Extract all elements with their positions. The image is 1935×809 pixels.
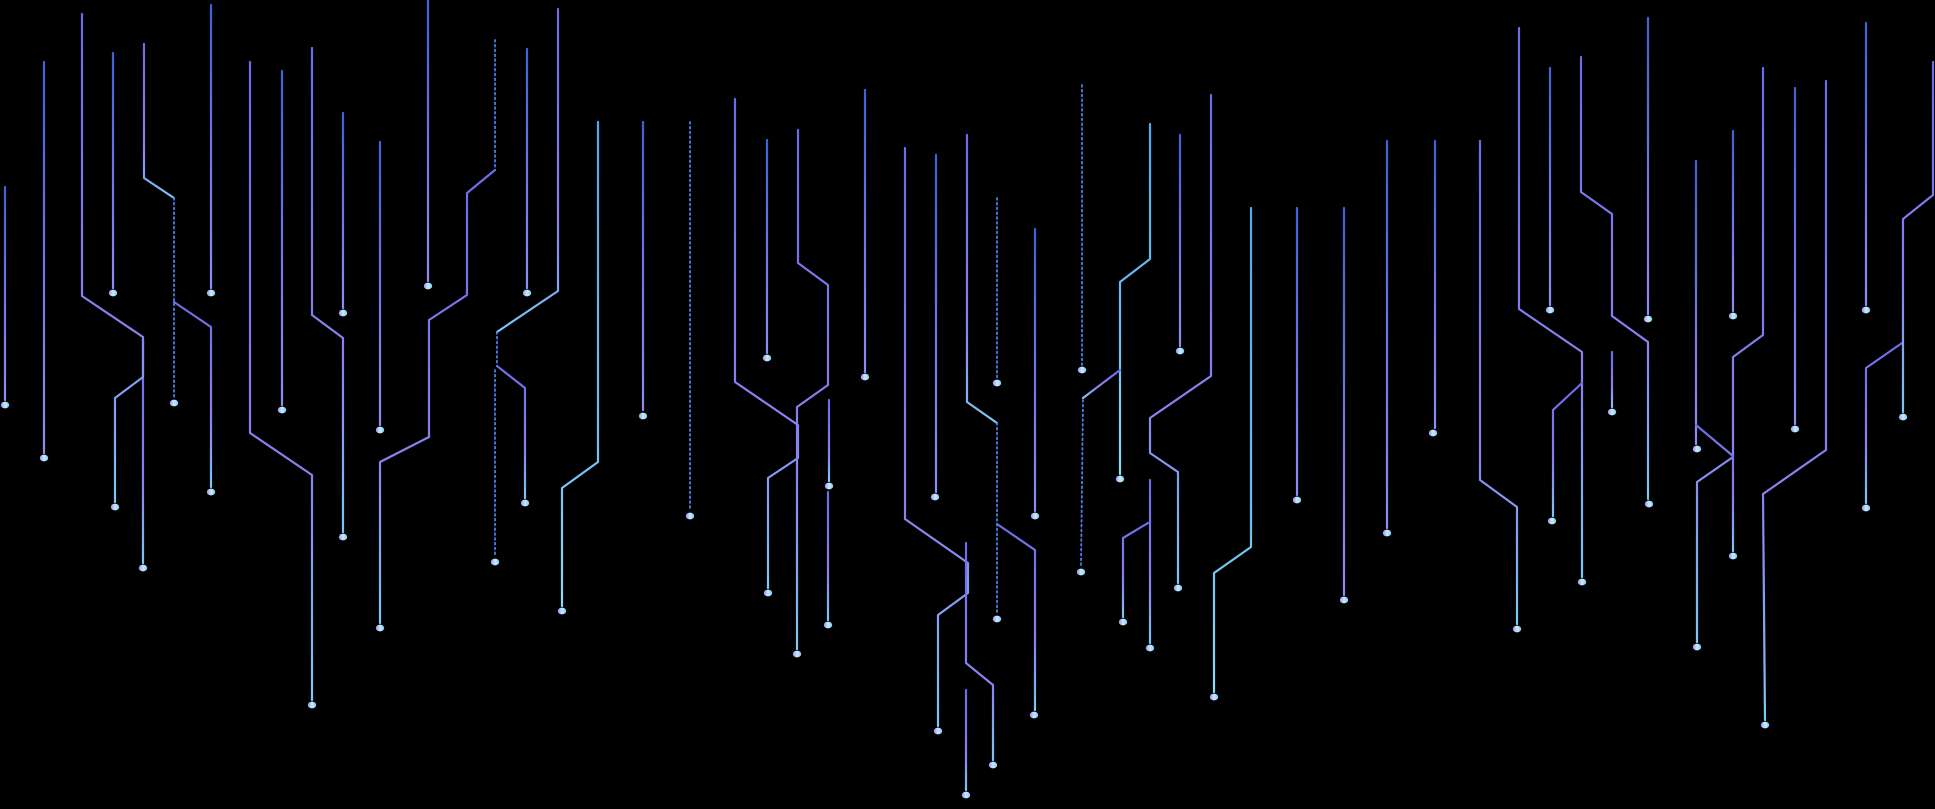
circuit-node-dot — [338, 533, 348, 541]
circuit-node-dot — [1607, 408, 1617, 416]
circuit-node-dot — [1076, 568, 1086, 576]
circuit-node-dot — [206, 488, 216, 496]
circuit-node-dot — [108, 289, 118, 297]
circuit-node-dot — [933, 727, 943, 735]
circuit-node-dot — [1790, 425, 1800, 433]
circuit-line — [1121, 521, 1150, 619]
circuit-node-dot — [1428, 429, 1438, 437]
circuit-node-dot — [520, 499, 530, 507]
circuit-line — [795, 128, 830, 651]
circuit-line — [248, 60, 314, 702]
circuit-node-dot — [992, 615, 1002, 623]
circuit-node-dot — [338, 309, 348, 317]
circuit-node-dot — [763, 589, 773, 597]
circuit-line — [1517, 26, 1584, 579]
circuit-node-dot — [1512, 625, 1522, 633]
circuit-line — [1579, 55, 1650, 501]
circuit-node-dot — [685, 512, 695, 520]
circuit-node-dot — [1861, 504, 1871, 512]
circuit-line — [1080, 399, 1084, 568]
circuit-line — [964, 541, 995, 762]
circuit-node-dot — [1898, 413, 1908, 421]
circuit-line — [495, 364, 527, 500]
circuit-node-dot — [1692, 643, 1702, 651]
circuit-node-dot — [522, 289, 532, 297]
circuit-node-dot — [1760, 721, 1770, 729]
circuit-node-dot — [138, 564, 148, 572]
circuit-node-dot — [1382, 529, 1392, 537]
circuit-line — [1478, 139, 1519, 626]
circuit-line — [1148, 93, 1213, 585]
circuit-node-dot — [169, 399, 179, 407]
circuit-node-dot — [1545, 306, 1555, 314]
circuit-node-dot — [792, 650, 802, 658]
circuit-node-dot — [307, 701, 317, 709]
circuit-line — [965, 133, 999, 425]
circuit-line — [1551, 381, 1584, 518]
circuit-node-dot — [1577, 578, 1587, 586]
circuit-line — [1694, 423, 1735, 553]
circuit-node-dot — [1547, 517, 1557, 525]
circuit-node-dot — [375, 624, 385, 632]
circuit-node-dot — [1644, 500, 1654, 508]
circuit-node-dot — [1692, 445, 1702, 453]
circuit-node-dot — [1029, 711, 1039, 719]
circuit-node-dot — [988, 761, 998, 769]
circuit-line — [1118, 122, 1152, 476]
circuit-node-dot — [823, 621, 833, 629]
circuit-node-dot — [277, 406, 287, 414]
circuit-node-dot — [1861, 306, 1871, 314]
circuit-node-dot — [824, 482, 834, 490]
circuit-node-dot — [1339, 596, 1349, 604]
circuit-line — [1901, 60, 1935, 414]
circuit-node-dot — [557, 607, 567, 615]
circuit-node-dot — [110, 503, 120, 511]
circuit-node-dot — [1173, 584, 1183, 592]
circuit-node-dot — [930, 493, 940, 501]
circuit-node-dot — [1728, 552, 1738, 560]
circuit-node-dot — [860, 373, 870, 381]
circuit-line — [995, 522, 1037, 712]
circuit-node-dot — [1118, 618, 1128, 626]
circuit-line — [1761, 79, 1828, 722]
circuit-node-dot — [1175, 347, 1185, 355]
circuit-node-dot — [1115, 475, 1125, 483]
circuit-node-dot — [1030, 512, 1040, 520]
circuit-line — [142, 42, 176, 200]
circuit-line — [1212, 206, 1253, 694]
circuit-line — [1864, 341, 1904, 505]
circuit-node-dot — [39, 454, 49, 462]
circuit-node-dot — [638, 412, 648, 420]
circuit-line — [495, 7, 560, 334]
circuit-node-dot — [206, 289, 216, 297]
circuit-line — [1081, 368, 1122, 400]
circuit-node-dot — [1728, 312, 1738, 320]
circuit-node-dot — [1643, 315, 1653, 323]
circuit-node-dot — [0, 401, 10, 409]
circuit-line — [1695, 66, 1765, 644]
circuit-line — [560, 120, 600, 608]
circuit-node-dot — [762, 354, 772, 362]
circuit-node-dot — [1077, 366, 1087, 374]
circuit-line — [310, 46, 345, 534]
circuit-node-dot — [490, 558, 500, 566]
circuit-line — [172, 300, 213, 489]
circuit-node-dot — [992, 379, 1002, 387]
circuit-node-dot — [961, 791, 971, 799]
circuit-node-dot — [375, 426, 385, 434]
circuit-node-dot — [423, 282, 433, 290]
circuit-node-dot — [1209, 693, 1219, 701]
circuit-line — [378, 168, 497, 625]
circuit-line — [903, 146, 970, 728]
circuit-node-dot — [1145, 644, 1155, 652]
circuit-node-dot — [1292, 496, 1302, 504]
circuit-line — [80, 12, 145, 504]
